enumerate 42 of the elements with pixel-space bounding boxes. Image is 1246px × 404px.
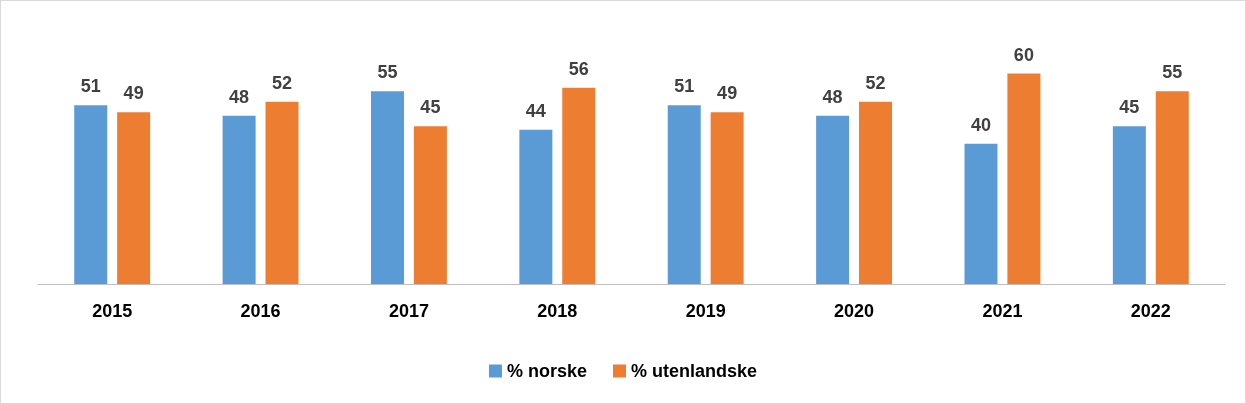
x-tick-label: 2022 [1130, 301, 1171, 321]
bar [816, 115, 850, 284]
data-label: 52 [272, 72, 293, 93]
bar [1007, 73, 1041, 284]
data-label: 49 [123, 83, 144, 104]
bar [117, 112, 151, 284]
bar [1112, 126, 1146, 284]
x-tick-label: 2015 [92, 301, 133, 321]
bar [859, 101, 893, 284]
bar [964, 143, 998, 284]
x-tick-label: 2021 [982, 301, 1023, 321]
bar [562, 87, 596, 284]
data-label: 60 [1013, 44, 1034, 65]
bar [413, 126, 447, 284]
bar [519, 129, 553, 284]
data-label: 51 [80, 76, 101, 97]
bar [710, 112, 744, 284]
data-label: 40 [970, 114, 991, 135]
data-label: 45 [420, 97, 441, 118]
data-label: 56 [568, 58, 589, 79]
x-tick-label: 2016 [240, 301, 281, 321]
data-label: 48 [229, 86, 250, 107]
x-tick-label: 2018 [537, 301, 578, 321]
data-label: 45 [1119, 97, 1140, 118]
bar [265, 101, 299, 284]
data-label: 52 [865, 72, 886, 93]
bar [222, 115, 256, 284]
x-tick-label: 2017 [388, 301, 429, 321]
data-label: 49 [717, 83, 738, 104]
bar [74, 105, 108, 284]
bar [667, 105, 701, 284]
x-tick-label: 2019 [685, 301, 726, 321]
legend-label: % norske [506, 361, 588, 381]
data-label: 44 [525, 100, 546, 121]
bar [1155, 91, 1189, 284]
legend-label: % utenlandske [631, 361, 758, 381]
bar [370, 91, 404, 284]
data-label: 55 [1162, 62, 1183, 83]
data-label: 51 [674, 76, 695, 97]
x-tick-label: 2020 [834, 301, 875, 321]
data-label: 55 [377, 62, 398, 83]
data-label: 48 [822, 86, 843, 107]
